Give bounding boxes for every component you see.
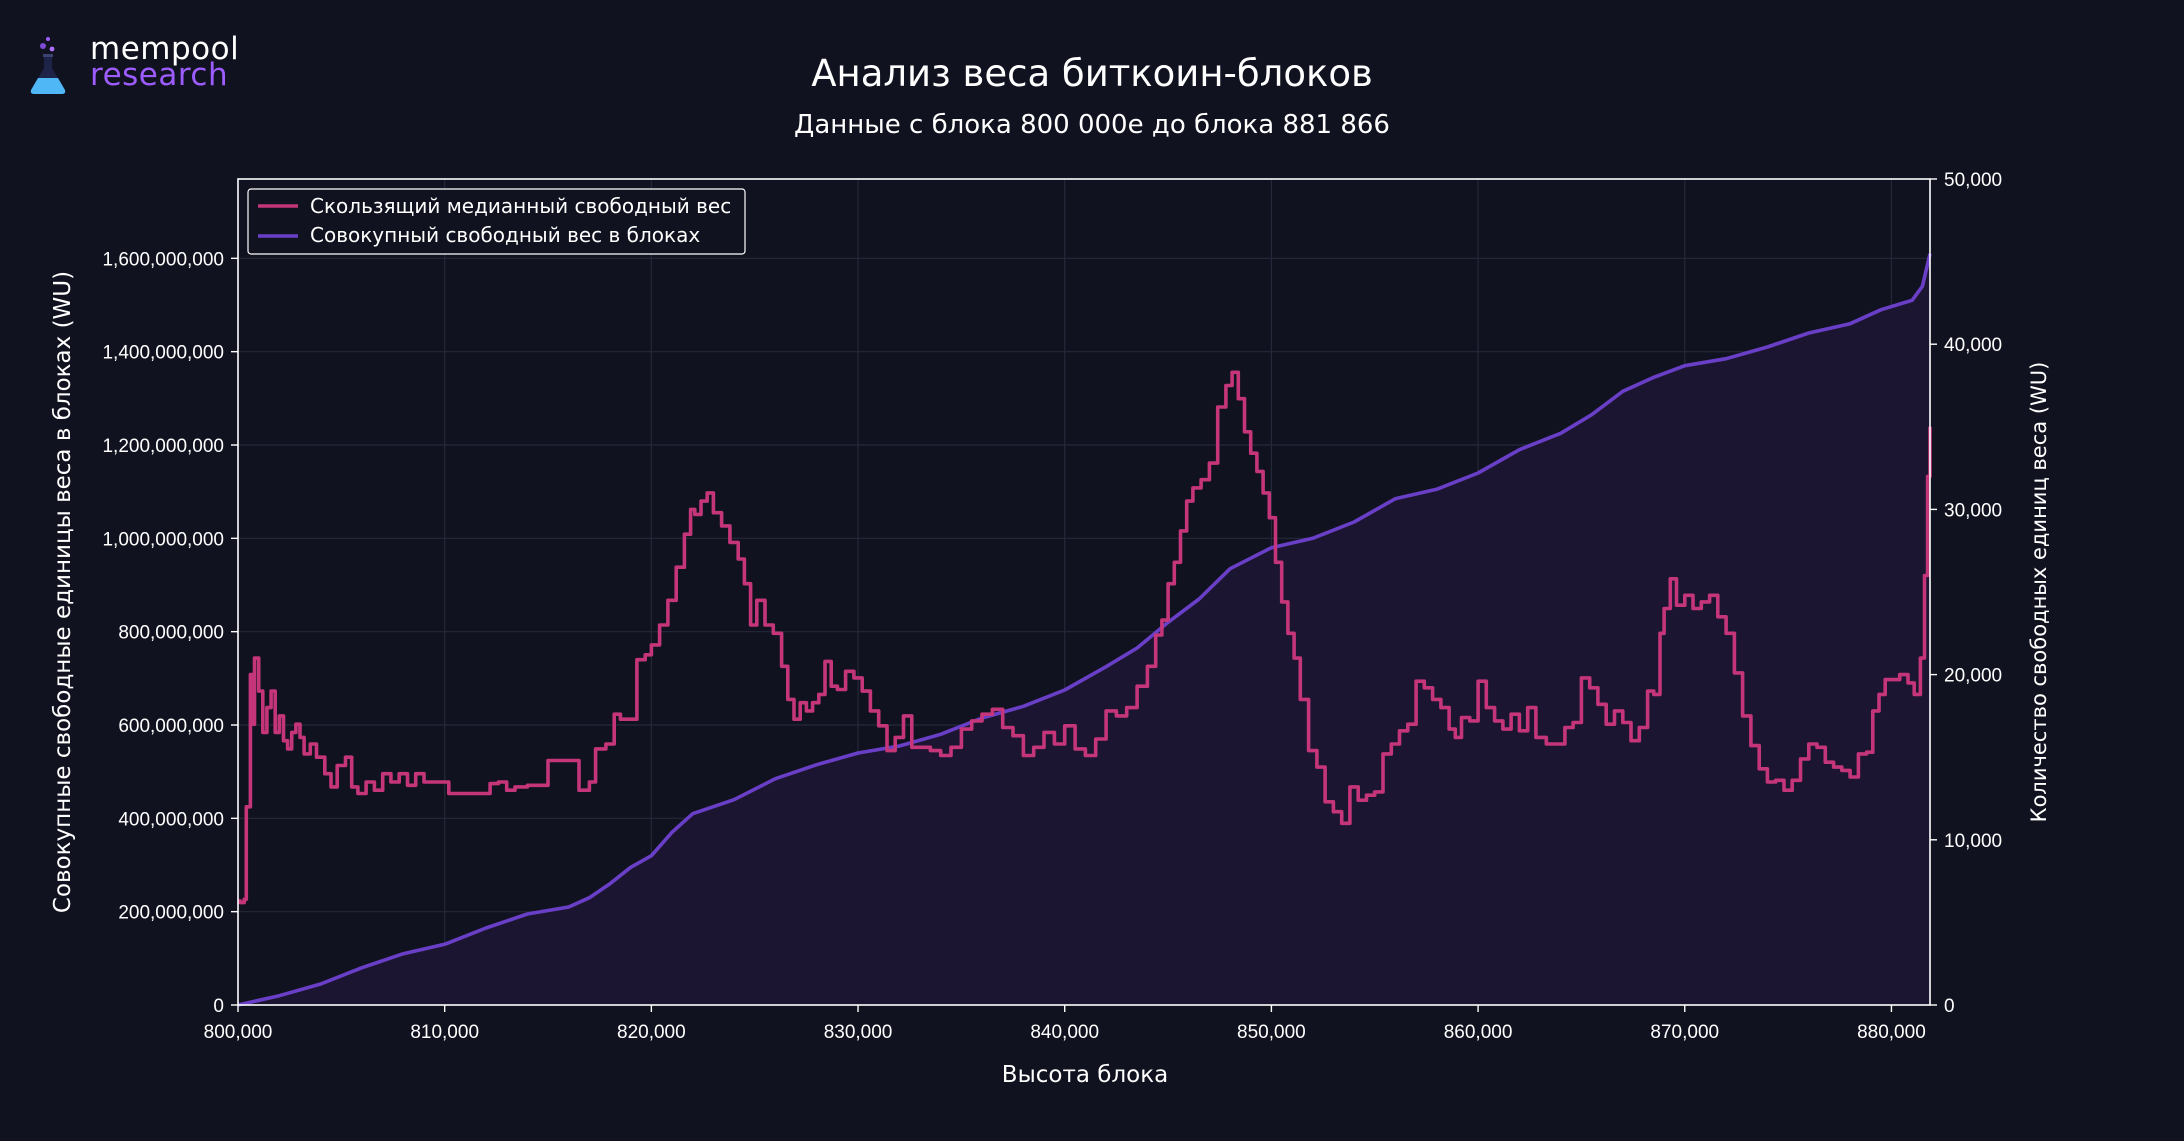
x-tick-label: 870,000 [1650, 1022, 1719, 1043]
right-y-tick-label: 50,000 [1944, 170, 2002, 191]
cumulative-series-line [237, 253, 1932, 1007]
plot-frame [237, 178, 1931, 1006]
x-axis-label: Высота блока [1002, 1062, 1168, 1088]
left-y-tick-label: 200,000,000 [118, 903, 224, 924]
left-y-tick-label: 0 [213, 996, 224, 1017]
legend-cumulative-label: Совокупный свободный вес в блоках [310, 223, 700, 247]
median-series-line [238, 370, 1932, 905]
x-tick-label: 860,000 [1444, 1022, 1513, 1043]
left-y-tick-label: 1,600,000,000 [102, 249, 224, 270]
right-y-tick-label: 20,000 [1944, 666, 2002, 687]
legend-median-label: Скользящий медианный свободный вес [310, 194, 731, 218]
x-tick-label: 810,000 [410, 1022, 479, 1043]
logo-mempool-text: mempool [90, 31, 240, 67]
x-tick-label: 850,000 [1237, 1022, 1306, 1043]
chart-legend: Скользящий медианный свободный вес Совок… [247, 188, 746, 255]
left-y-axis-ticks: 0 200,000,000 400,000,000 600,000,000 800,00… [102, 249, 238, 1017]
x-tick-label: 800,000 [204, 1022, 273, 1043]
left-y-tick-label: 1,200,000,000 [102, 436, 224, 457]
left-y-tick-label: 400,000,000 [118, 809, 224, 830]
right-y-tick-label: 30,000 [1944, 500, 2002, 521]
mempool-research-logo: mempool research [28, 31, 268, 96]
left-y-tick-label: 1,400,000,000 [102, 343, 224, 364]
chart-title: Анализ веса биткоин-блоков [811, 52, 1373, 95]
right-y-tick-label: 0 [1944, 996, 1955, 1017]
flask-icon [30, 37, 66, 94]
x-tick-label: 840,000 [1030, 1022, 1099, 1043]
logo-research-text: research [90, 57, 229, 93]
left-y-tick-label: 1,000,000,000 [102, 529, 224, 550]
cumulative-area-fill [238, 253, 1930, 1005]
left-y-tick-label: 800,000,000 [118, 623, 224, 644]
chart-subtitle: Данные с блока 800 000е до блока 881 866 [794, 110, 1390, 140]
left-y-axis-label: Совокупные свободные единицы веса в блок… [50, 271, 76, 913]
x-axis-ticks: 800,000 810,000 820,000 830,000 840,000 850,0… [204, 1005, 1926, 1043]
right-y-tick-label: 10,000 [1944, 831, 2002, 852]
x-tick-label: 820,000 [617, 1022, 686, 1043]
right-y-tick-label: 40,000 [1944, 335, 2002, 356]
x-tick-label: 830,000 [824, 1022, 893, 1043]
legend-box [247, 188, 746, 255]
right-y-axis-label: Количество свободных единиц веса (WU) [2027, 362, 2051, 823]
x-tick-label: 880,000 [1857, 1022, 1926, 1043]
left-y-tick-label: 600,000,000 [118, 716, 224, 737]
right-y-axis-ticks: 0 10,000 20,000 30,000 40,000 50,000 [1930, 170, 2002, 1017]
